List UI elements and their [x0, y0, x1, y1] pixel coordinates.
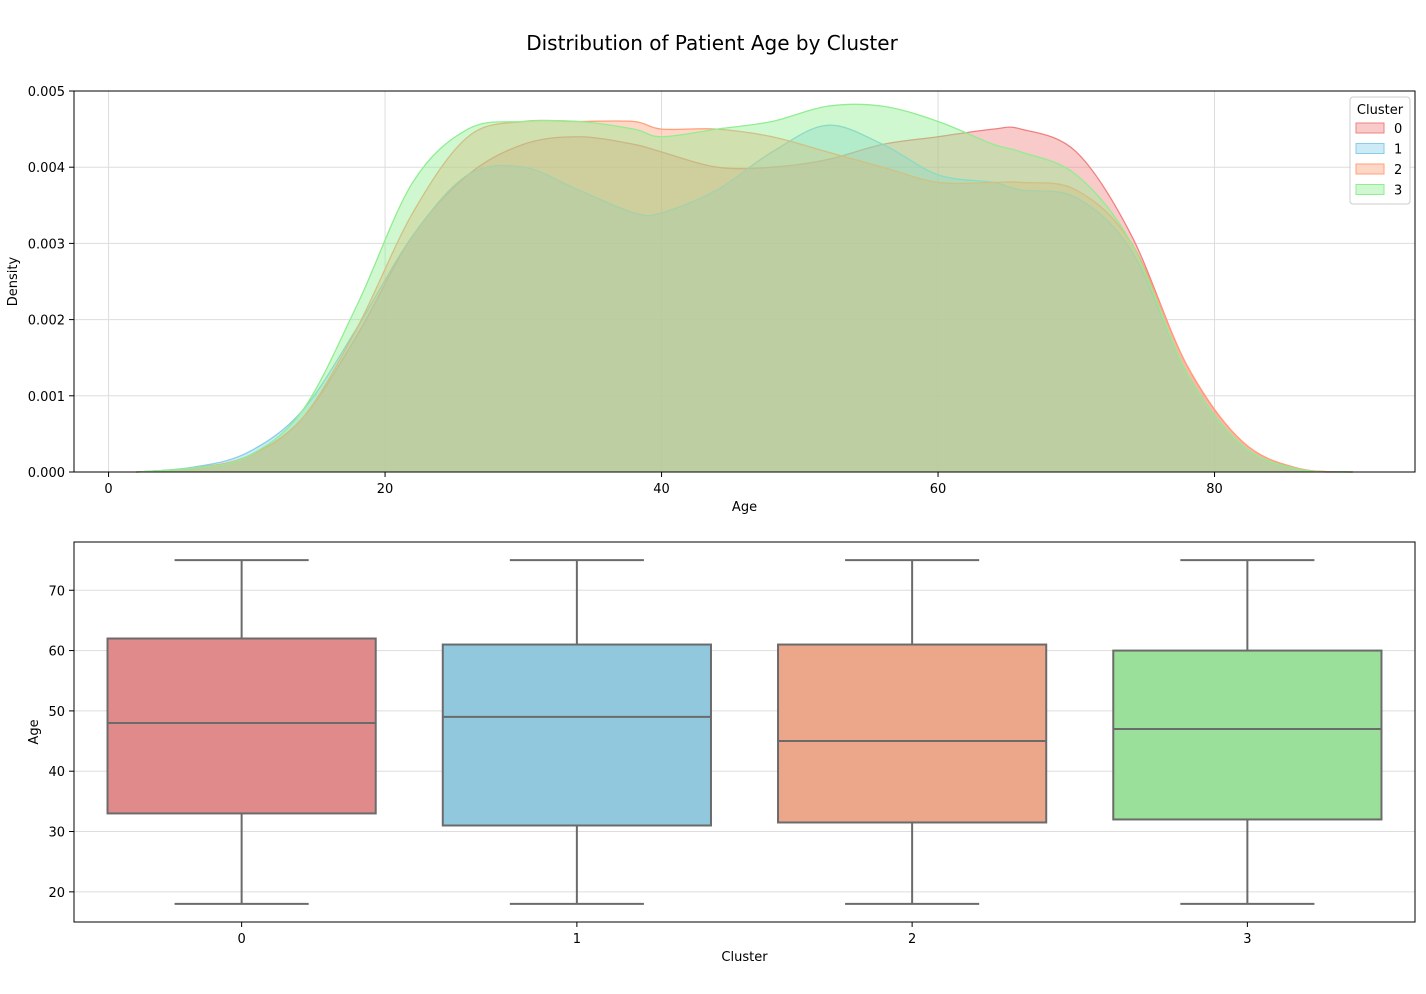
legend-label-cluster-3: 3	[1394, 184, 1402, 199]
kde-area-cluster-3	[136, 104, 1353, 473]
kde-y-tick-label: 0.002	[28, 314, 65, 329]
legend-swatch-cluster-2	[1355, 163, 1385, 175]
box-y-tick-label: 40	[48, 765, 65, 780]
box-panel: 20 30 40 50 60 70 0 1 2 3 Cluster Age	[27, 541, 1416, 965]
box-cluster-0	[106, 559, 377, 905]
legend-title: Cluster	[1357, 103, 1404, 118]
legend-label-cluster-0: 0	[1394, 122, 1402, 137]
figure-title: Distribution of Patient Age by Cluster	[526, 31, 898, 55]
kde-x-tick-label: 40	[653, 482, 670, 497]
kde-ticks: 0 20 40 60 80 0.000 0.001 0.002 0.003 0.004 0.005	[28, 85, 1223, 497]
box-x-axis-label: Cluster	[721, 950, 768, 965]
kde-legend: Cluster 0 1 2 3	[1349, 96, 1411, 205]
box-y-tick-label: 50	[48, 705, 65, 720]
box-plot-frame	[73, 541, 1416, 923]
kde-x-tick-label: 20	[377, 482, 394, 497]
legend-label-cluster-1: 1	[1394, 143, 1402, 158]
kde-line-cluster-1	[136, 124, 1353, 473]
box-y-axis-label: Age	[27, 719, 42, 744]
box-ticks: 20 30 40 50 60 70 0 1 2 3	[48, 584, 1251, 947]
kde-area-cluster-2	[136, 120, 1353, 473]
legend-box	[1349, 96, 1411, 205]
box-cluster-1	[441, 559, 712, 905]
box-x-tick-label: 3	[1243, 932, 1251, 947]
box-y-tick-label: 30	[48, 826, 65, 841]
kde-y-tick-label: 0.005	[28, 85, 65, 100]
legend-swatch-cluster-0	[1355, 122, 1385, 134]
kde-area-cluster-1	[136, 125, 1353, 473]
box-iqr-rect	[441, 643, 712, 827]
box-x-tick-label: 1	[573, 932, 581, 947]
kde-line-cluster-0	[136, 126, 1353, 473]
kde-plot-frame	[73, 90, 1416, 473]
kde-y-tick-label: 0.000	[28, 466, 65, 481]
box-iqr-rect	[777, 643, 1048, 824]
box-iqr-rect	[1112, 649, 1383, 821]
box-x-tick-label: 0	[237, 932, 245, 947]
kde-x-axis-label: Age	[732, 500, 757, 515]
box-cluster-3	[1112, 559, 1383, 905]
kde-line-cluster-3	[136, 103, 1353, 473]
box-y-tick-label: 70	[48, 584, 65, 599]
kde-area-cluster-0	[136, 127, 1353, 473]
kde-panel: 0 20 40 60 800.0000.0010.0020.0030.0040.005 …	[6, 85, 1416, 515]
box-y-tick-label: 60	[48, 645, 65, 660]
box-marks	[106, 559, 1383, 905]
box-y-tick-label: 20	[48, 886, 65, 901]
kde-x-tick-label: 80	[1206, 482, 1223, 497]
legend-swatch-cluster-3	[1355, 184, 1385, 195]
kde-x-tick-label: 0	[104, 482, 112, 497]
legend-label-cluster-2: 2	[1394, 163, 1402, 178]
kde-y-axis-label: Density	[6, 256, 21, 306]
box-iqr-rect	[106, 637, 377, 815]
kde-y-tick-label: 0.001	[28, 390, 65, 405]
box-x-tick-label: 2	[908, 932, 916, 947]
kde-x-tick-label: 60	[930, 482, 947, 497]
kde-areas	[136, 103, 1353, 473]
box-cluster-2	[777, 559, 1048, 905]
kde-y-tick-label: 0.003	[28, 237, 65, 252]
kde-y-tick-label: 0.004	[28, 161, 65, 176]
legend-swatch-cluster-1	[1355, 143, 1385, 154]
kde-line-cluster-2	[136, 119, 1353, 473]
